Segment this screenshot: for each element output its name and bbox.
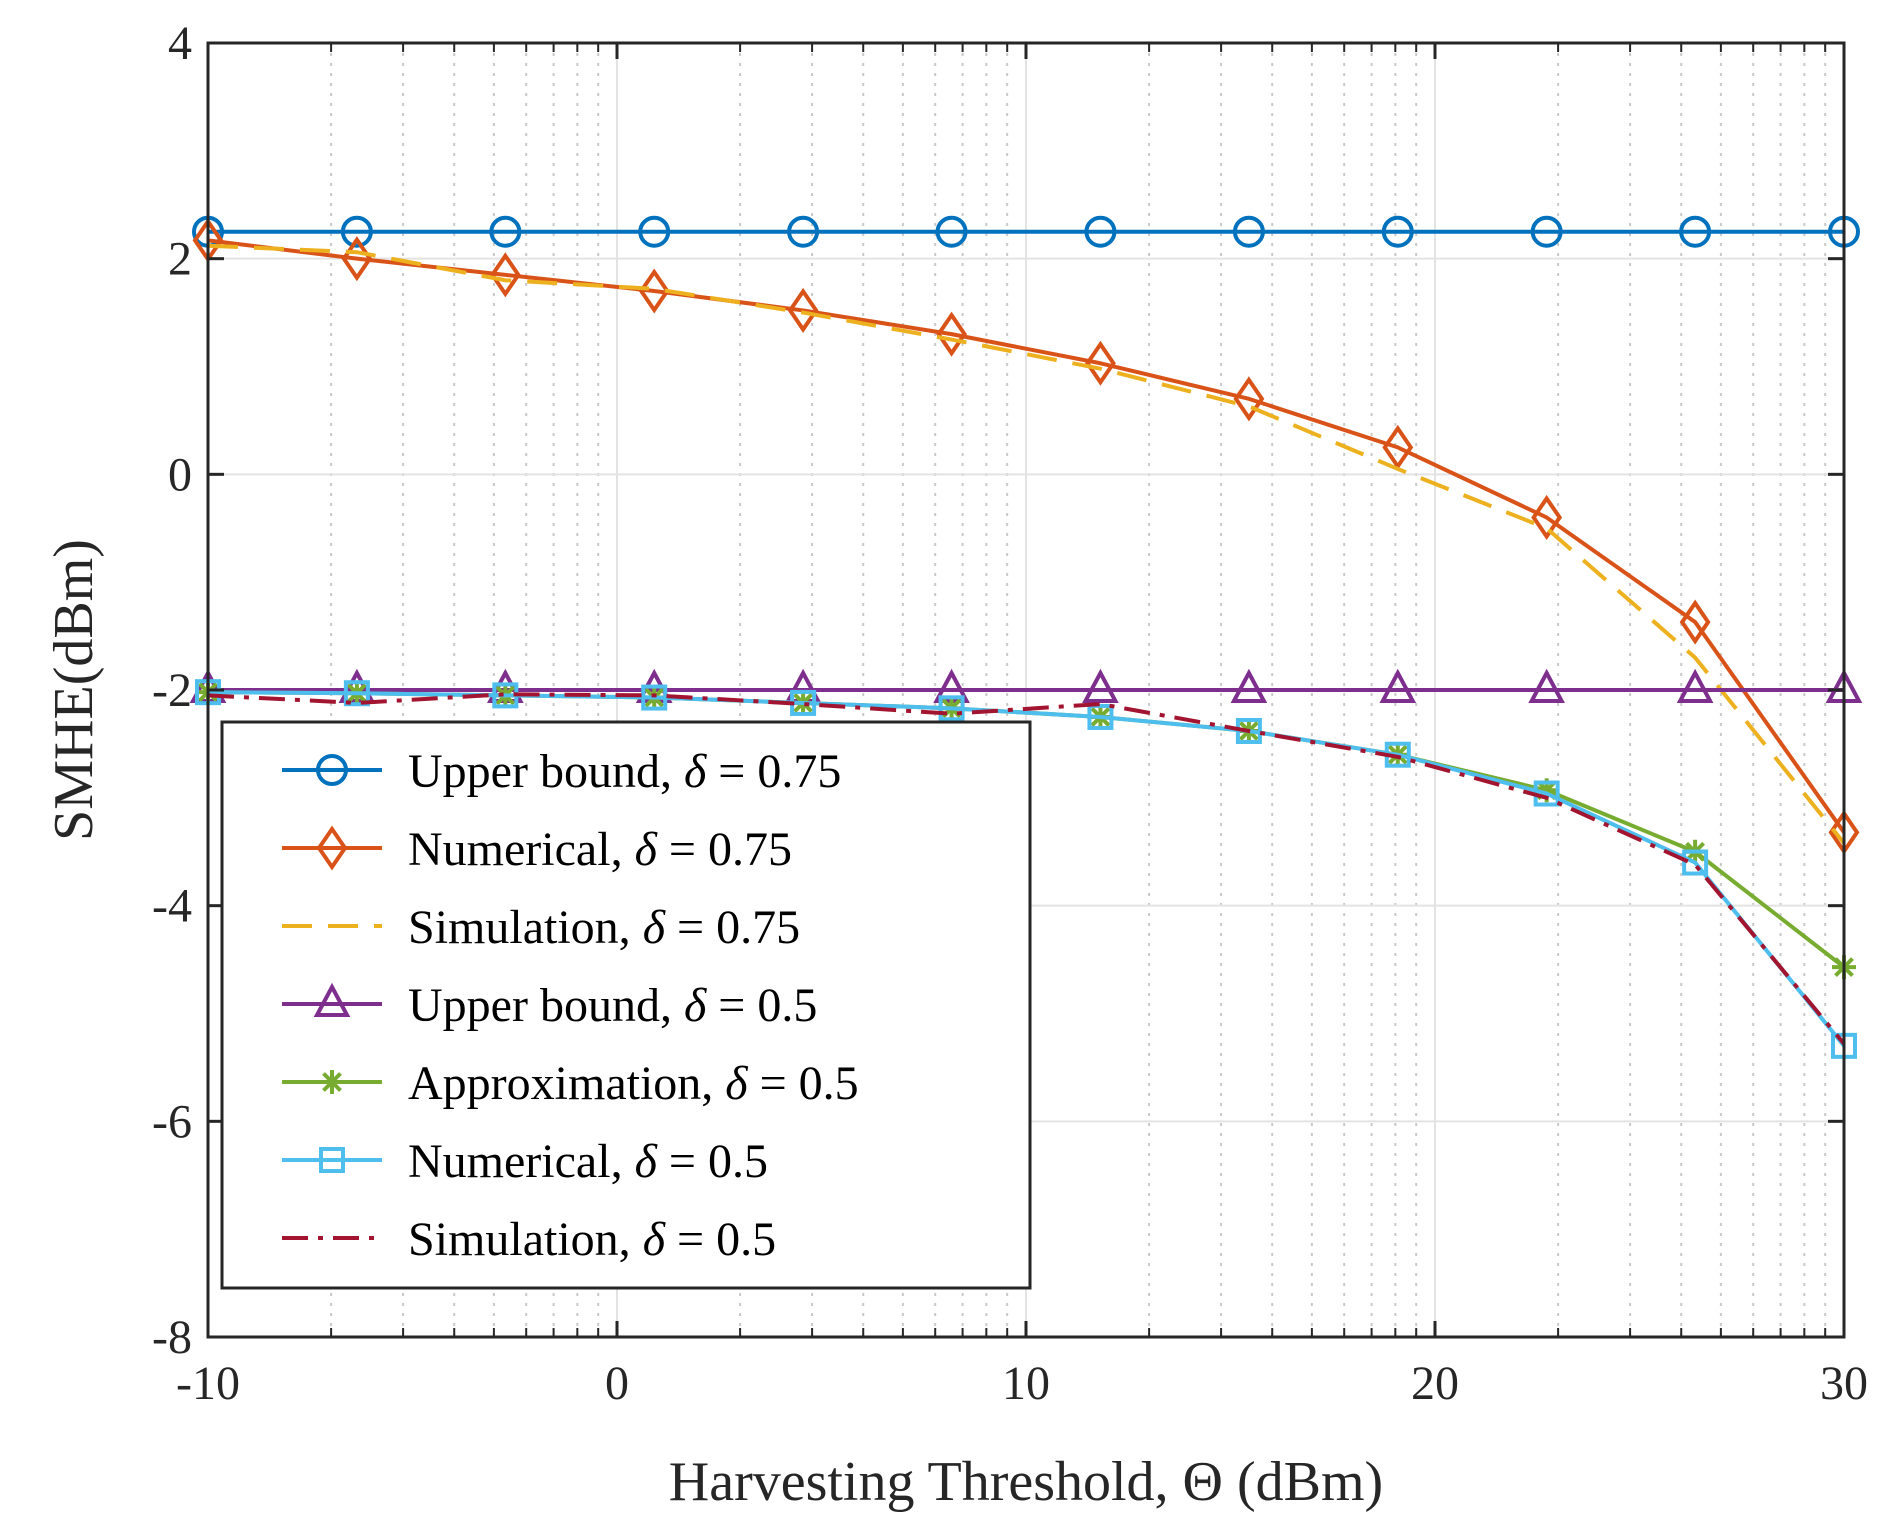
y-tick-label: -2: [152, 664, 192, 717]
y-tick-label: -4: [152, 880, 192, 933]
x-tick-label: 20: [1411, 1357, 1459, 1410]
legend-label: Approximation, δ = 0.5: [408, 1057, 859, 1110]
legend-marker: [320, 1070, 344, 1094]
y-tick-label: -6: [152, 1095, 192, 1148]
legend: Upper bound, δ = 0.75 Numerical, δ = 0.75…: [222, 722, 1030, 1288]
x-tick-label: 10: [1002, 1357, 1050, 1410]
x-tick-label: 30: [1820, 1357, 1868, 1410]
x-tick-label: -10: [176, 1357, 240, 1410]
y-tick-labels: -8 -6 -4 -2 0 2 4: [152, 17, 192, 1364]
x-tick-labels: -10 0 10 20 30: [176, 1357, 1868, 1410]
legend-label: Upper bound, δ = 0.5: [408, 979, 817, 1032]
y-tick-label: 2: [168, 233, 192, 286]
legend-label: Upper bound, δ = 0.75: [408, 745, 841, 798]
x-axis-title: Harvesting Threshold, Θ (dBm): [669, 1451, 1383, 1513]
y-tick-label: -8: [152, 1311, 192, 1364]
y-tick-label: 4: [168, 17, 192, 70]
legend-label: Numerical, δ = 0.75: [408, 823, 792, 876]
x-tick-label: 0: [605, 1357, 629, 1410]
chart: -10 0 10 20 30 -8 -6 -4 -2 0 2 4 Harvesting Thresh…: [0, 0, 1886, 1520]
legend-label: Numerical, δ = 0.5: [408, 1135, 768, 1188]
legend-label: Simulation, δ = 0.75: [408, 901, 800, 954]
y-axis-title: SMHE(dBm): [43, 539, 105, 841]
legend-label: Simulation, δ = 0.5: [408, 1213, 776, 1266]
y-tick-label: 0: [168, 448, 192, 501]
